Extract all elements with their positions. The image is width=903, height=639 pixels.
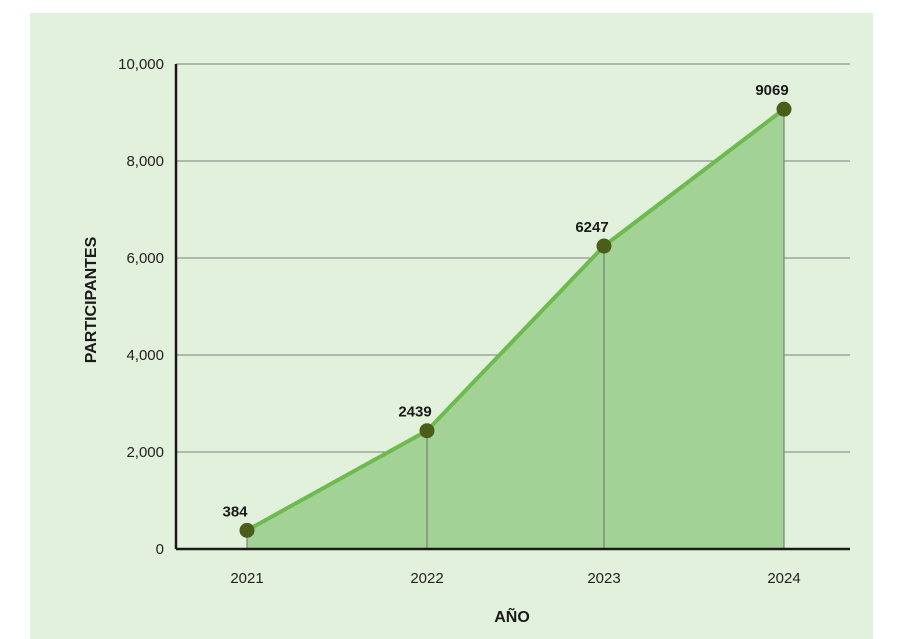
y-tick-label: 0 xyxy=(156,541,164,558)
data-label: 9069 xyxy=(755,82,788,99)
data-label: 2439 xyxy=(398,404,431,421)
y-tick-label: 2,000 xyxy=(126,444,164,461)
y-axis-title: PARTICIPANTES xyxy=(83,236,100,363)
data-point xyxy=(419,423,435,439)
y-tick-label: 6,000 xyxy=(126,250,164,267)
y-tick-label: 8,000 xyxy=(126,153,164,170)
drop-lines xyxy=(246,109,785,549)
y-tick-labels: 0 2,000 4,000 6,000 8,000 10,000 xyxy=(118,56,164,558)
x-tick-label: 2022 xyxy=(410,570,443,587)
data-point xyxy=(239,522,255,538)
x-tick-labels: 2021 2022 2023 2024 xyxy=(230,570,800,587)
data-label: 384 xyxy=(222,503,248,520)
series-line xyxy=(246,107,786,533)
data-labels: 384 2439 6247 9069 xyxy=(222,82,788,520)
y-tick-label: 4,000 xyxy=(126,347,164,364)
data-label: 6247 xyxy=(575,219,608,236)
y-tick-label: 10,000 xyxy=(118,56,164,73)
x-tick-label: 2021 xyxy=(230,570,263,587)
x-tick-label: 2023 xyxy=(587,570,620,587)
x-axis-title: AÑO xyxy=(494,606,530,626)
data-point xyxy=(776,101,792,117)
data-points xyxy=(239,101,792,538)
area-fill xyxy=(247,109,784,549)
x-tick-label: 2024 xyxy=(767,570,800,587)
data-point xyxy=(596,238,612,254)
